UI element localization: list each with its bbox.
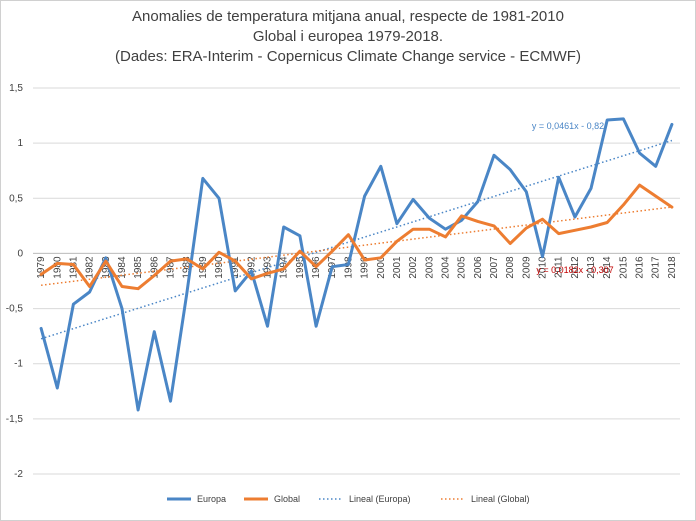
x-tick-label: 2002 bbox=[408, 256, 419, 279]
x-tick-label: 2017 bbox=[651, 256, 662, 279]
x-tick-label: 1988 bbox=[182, 256, 193, 279]
x-tick-label: 2015 bbox=[618, 256, 629, 279]
trendline-equation: y = 0,0461x - 0,82 bbox=[532, 121, 604, 131]
trendline-equation: y = 0,0182x - 0,307 bbox=[536, 265, 613, 275]
x-tick-label: 2014 bbox=[602, 256, 613, 279]
x-tick-label: 1995 bbox=[295, 256, 306, 279]
legend-label: Lineal (Global) bbox=[471, 494, 530, 504]
x-tick-label: 2010 bbox=[538, 256, 549, 279]
x-tick-label: 2011 bbox=[554, 256, 565, 278]
x-tick-label: 2006 bbox=[473, 256, 484, 279]
y-tick-label: 0,5 bbox=[9, 193, 23, 204]
x-tick-label: 2013 bbox=[586, 256, 597, 279]
x-tick-label: 1993 bbox=[263, 256, 274, 279]
x-tick-label: 2008 bbox=[505, 256, 516, 279]
x-tick-label: 2018 bbox=[667, 256, 678, 279]
x-tick-label: 1999 bbox=[360, 256, 371, 279]
x-tick-label: 1987 bbox=[165, 256, 176, 279]
y-tick-label: 1,5 bbox=[9, 83, 23, 94]
series-line-europa bbox=[39, 117, 674, 412]
chart-subtitle: Global i europea 1979-2018. bbox=[252, 28, 444, 45]
legend-label: Lineal (Europa) bbox=[349, 494, 411, 504]
x-tick-label: 1983 bbox=[101, 256, 112, 279]
x-tick-label: 1986 bbox=[149, 256, 160, 279]
legend-label: Global bbox=[274, 494, 300, 504]
x-tick-label: 2001 bbox=[392, 256, 403, 279]
y-tick-label: -1 bbox=[14, 359, 23, 370]
legend-label: Europa bbox=[197, 494, 226, 504]
y-tick-label: 0 bbox=[17, 248, 23, 259]
x-tick-label: 1984 bbox=[117, 256, 128, 279]
x-tick-label: 1980 bbox=[52, 256, 63, 279]
x-tick-label: 2000 bbox=[376, 256, 387, 279]
chart-title: Anomalies de temperatura mitjana anual, … bbox=[132, 8, 564, 25]
x-tick-label: 2004 bbox=[440, 256, 451, 279]
x-tick-label: 1998 bbox=[343, 256, 354, 279]
x-tick-label: 1982 bbox=[85, 256, 96, 279]
x-tick-label: 2003 bbox=[424, 256, 435, 279]
x-tick-label: 2016 bbox=[635, 256, 646, 279]
chart-source: (Dades: ERA-Interim - Copernicus Climate… bbox=[115, 48, 581, 65]
x-tick-label: 2005 bbox=[457, 256, 468, 279]
x-tick-label: 1990 bbox=[214, 256, 225, 279]
x-tick-label: 2007 bbox=[489, 256, 500, 279]
y-tick-label: 1 bbox=[17, 138, 23, 149]
x-tick-label: 1991 bbox=[230, 256, 241, 279]
y-tick-label: -1,5 bbox=[6, 414, 24, 425]
x-tick-label: 2012 bbox=[570, 256, 581, 279]
x-tick-label: 1979 bbox=[36, 256, 47, 279]
x-tick-label: 1992 bbox=[246, 256, 257, 279]
x-tick-label: 1985 bbox=[133, 256, 144, 279]
y-tick-label: -0,5 bbox=[6, 304, 24, 315]
x-tick-label: 2009 bbox=[521, 256, 532, 279]
y-tick-label: -2 bbox=[14, 469, 23, 480]
series-line-global bbox=[39, 183, 674, 291]
